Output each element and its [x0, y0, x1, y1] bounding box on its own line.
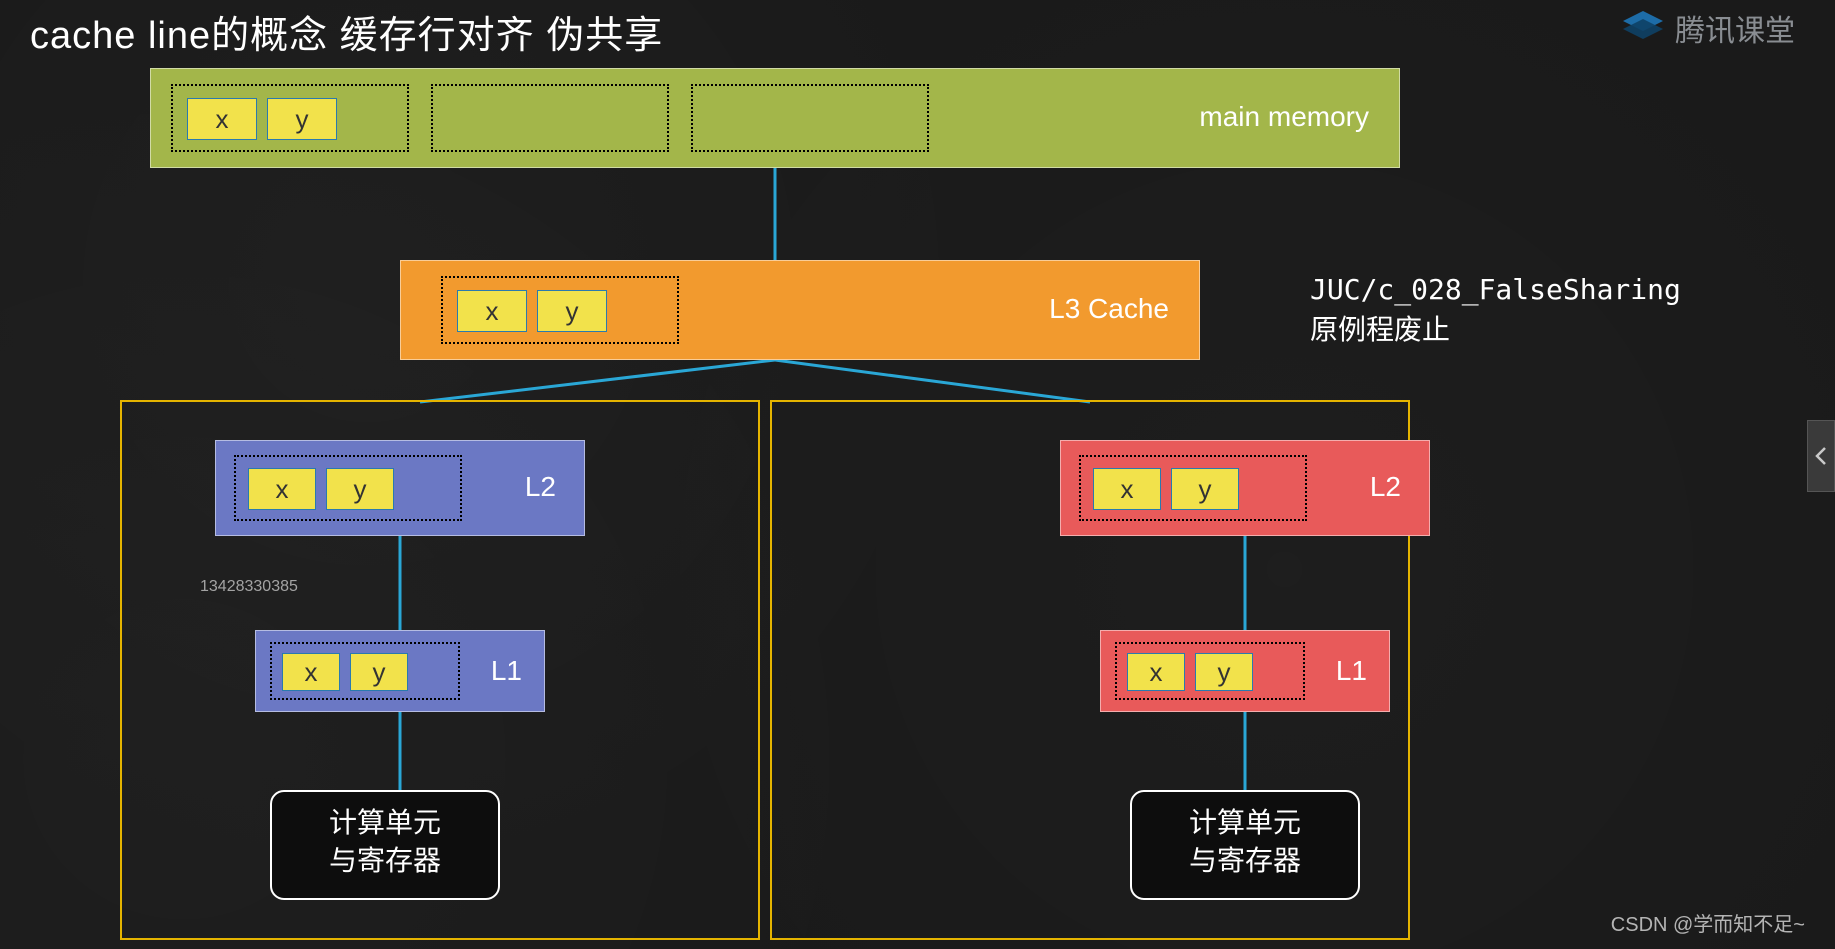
l1-right-label: L1	[1336, 655, 1367, 687]
watermark-footer: CSDN @学而知不足~	[1611, 908, 1805, 937]
l2-left-slot: x y	[234, 455, 462, 521]
cpu-left-line1: 计算单元	[272, 804, 498, 842]
right-edge-tab[interactable]	[1807, 420, 1835, 492]
cpu-left-box: 计算单元 与寄存器	[270, 790, 500, 900]
l2-left-var-y: y	[326, 468, 394, 510]
l2-left-var-x: x	[248, 468, 316, 510]
l1-right-slot: x y	[1115, 642, 1305, 700]
l3-var-x: x	[457, 290, 527, 332]
l2-right-slot: x y	[1079, 455, 1307, 521]
side-note-line1: JUC/c_028_FalseSharing	[1310, 270, 1681, 311]
l3-cache-label: L3 Cache	[1049, 293, 1169, 325]
l2-right-var-y: y	[1171, 468, 1239, 510]
l1-left-block: x y L1	[255, 630, 545, 712]
l2-right-label: L2	[1370, 471, 1401, 503]
cpu-right-box: 计算单元 与寄存器	[1130, 790, 1360, 900]
l3-slot: x y	[441, 276, 679, 344]
side-note-line2: 原例程废止	[1310, 311, 1681, 352]
side-note: JUC/c_028_FalseSharing 原例程废止	[1310, 270, 1681, 351]
logo-icon	[1621, 9, 1665, 47]
cpu-right-line2: 与寄存器	[1132, 842, 1358, 880]
cpu-left-line2: 与寄存器	[272, 842, 498, 880]
main-memory-block: x y main memory	[150, 68, 1400, 168]
tencent-class-logo: 腾讯课堂	[1621, 6, 1795, 50]
mem-var-x: x	[187, 98, 257, 140]
l1-left-slot: x y	[270, 642, 460, 700]
watermark-phone: 13428330385	[200, 578, 298, 596]
l2-right-var-x: x	[1093, 468, 1161, 510]
l2-left-label: L2	[525, 471, 556, 503]
main-memory-label: main memory	[1199, 101, 1369, 133]
mem-slot-0: x y	[171, 84, 409, 152]
logo-text: 腾讯课堂	[1675, 6, 1795, 50]
l1-left-var-y: y	[350, 653, 408, 691]
l2-right-block: x y L2	[1060, 440, 1430, 536]
l2-left-block: x y L2	[215, 440, 585, 536]
cpu-right-line1: 计算单元	[1132, 804, 1358, 842]
slide-title: cache line的概念 缓存行对齐 伪共享	[30, 4, 663, 59]
l1-left-label: L1	[491, 655, 522, 687]
mem-slot-1	[431, 84, 669, 152]
mem-var-y: y	[267, 98, 337, 140]
chevron-left-icon	[1814, 446, 1828, 466]
l1-right-block: x y L1	[1100, 630, 1390, 712]
l3-cache-block: x y L3 Cache	[400, 260, 1200, 360]
l1-right-var-y: y	[1195, 653, 1253, 691]
l3-var-y: y	[537, 290, 607, 332]
mem-slot-2	[691, 84, 929, 152]
l1-right-var-x: x	[1127, 653, 1185, 691]
l1-left-var-x: x	[282, 653, 340, 691]
